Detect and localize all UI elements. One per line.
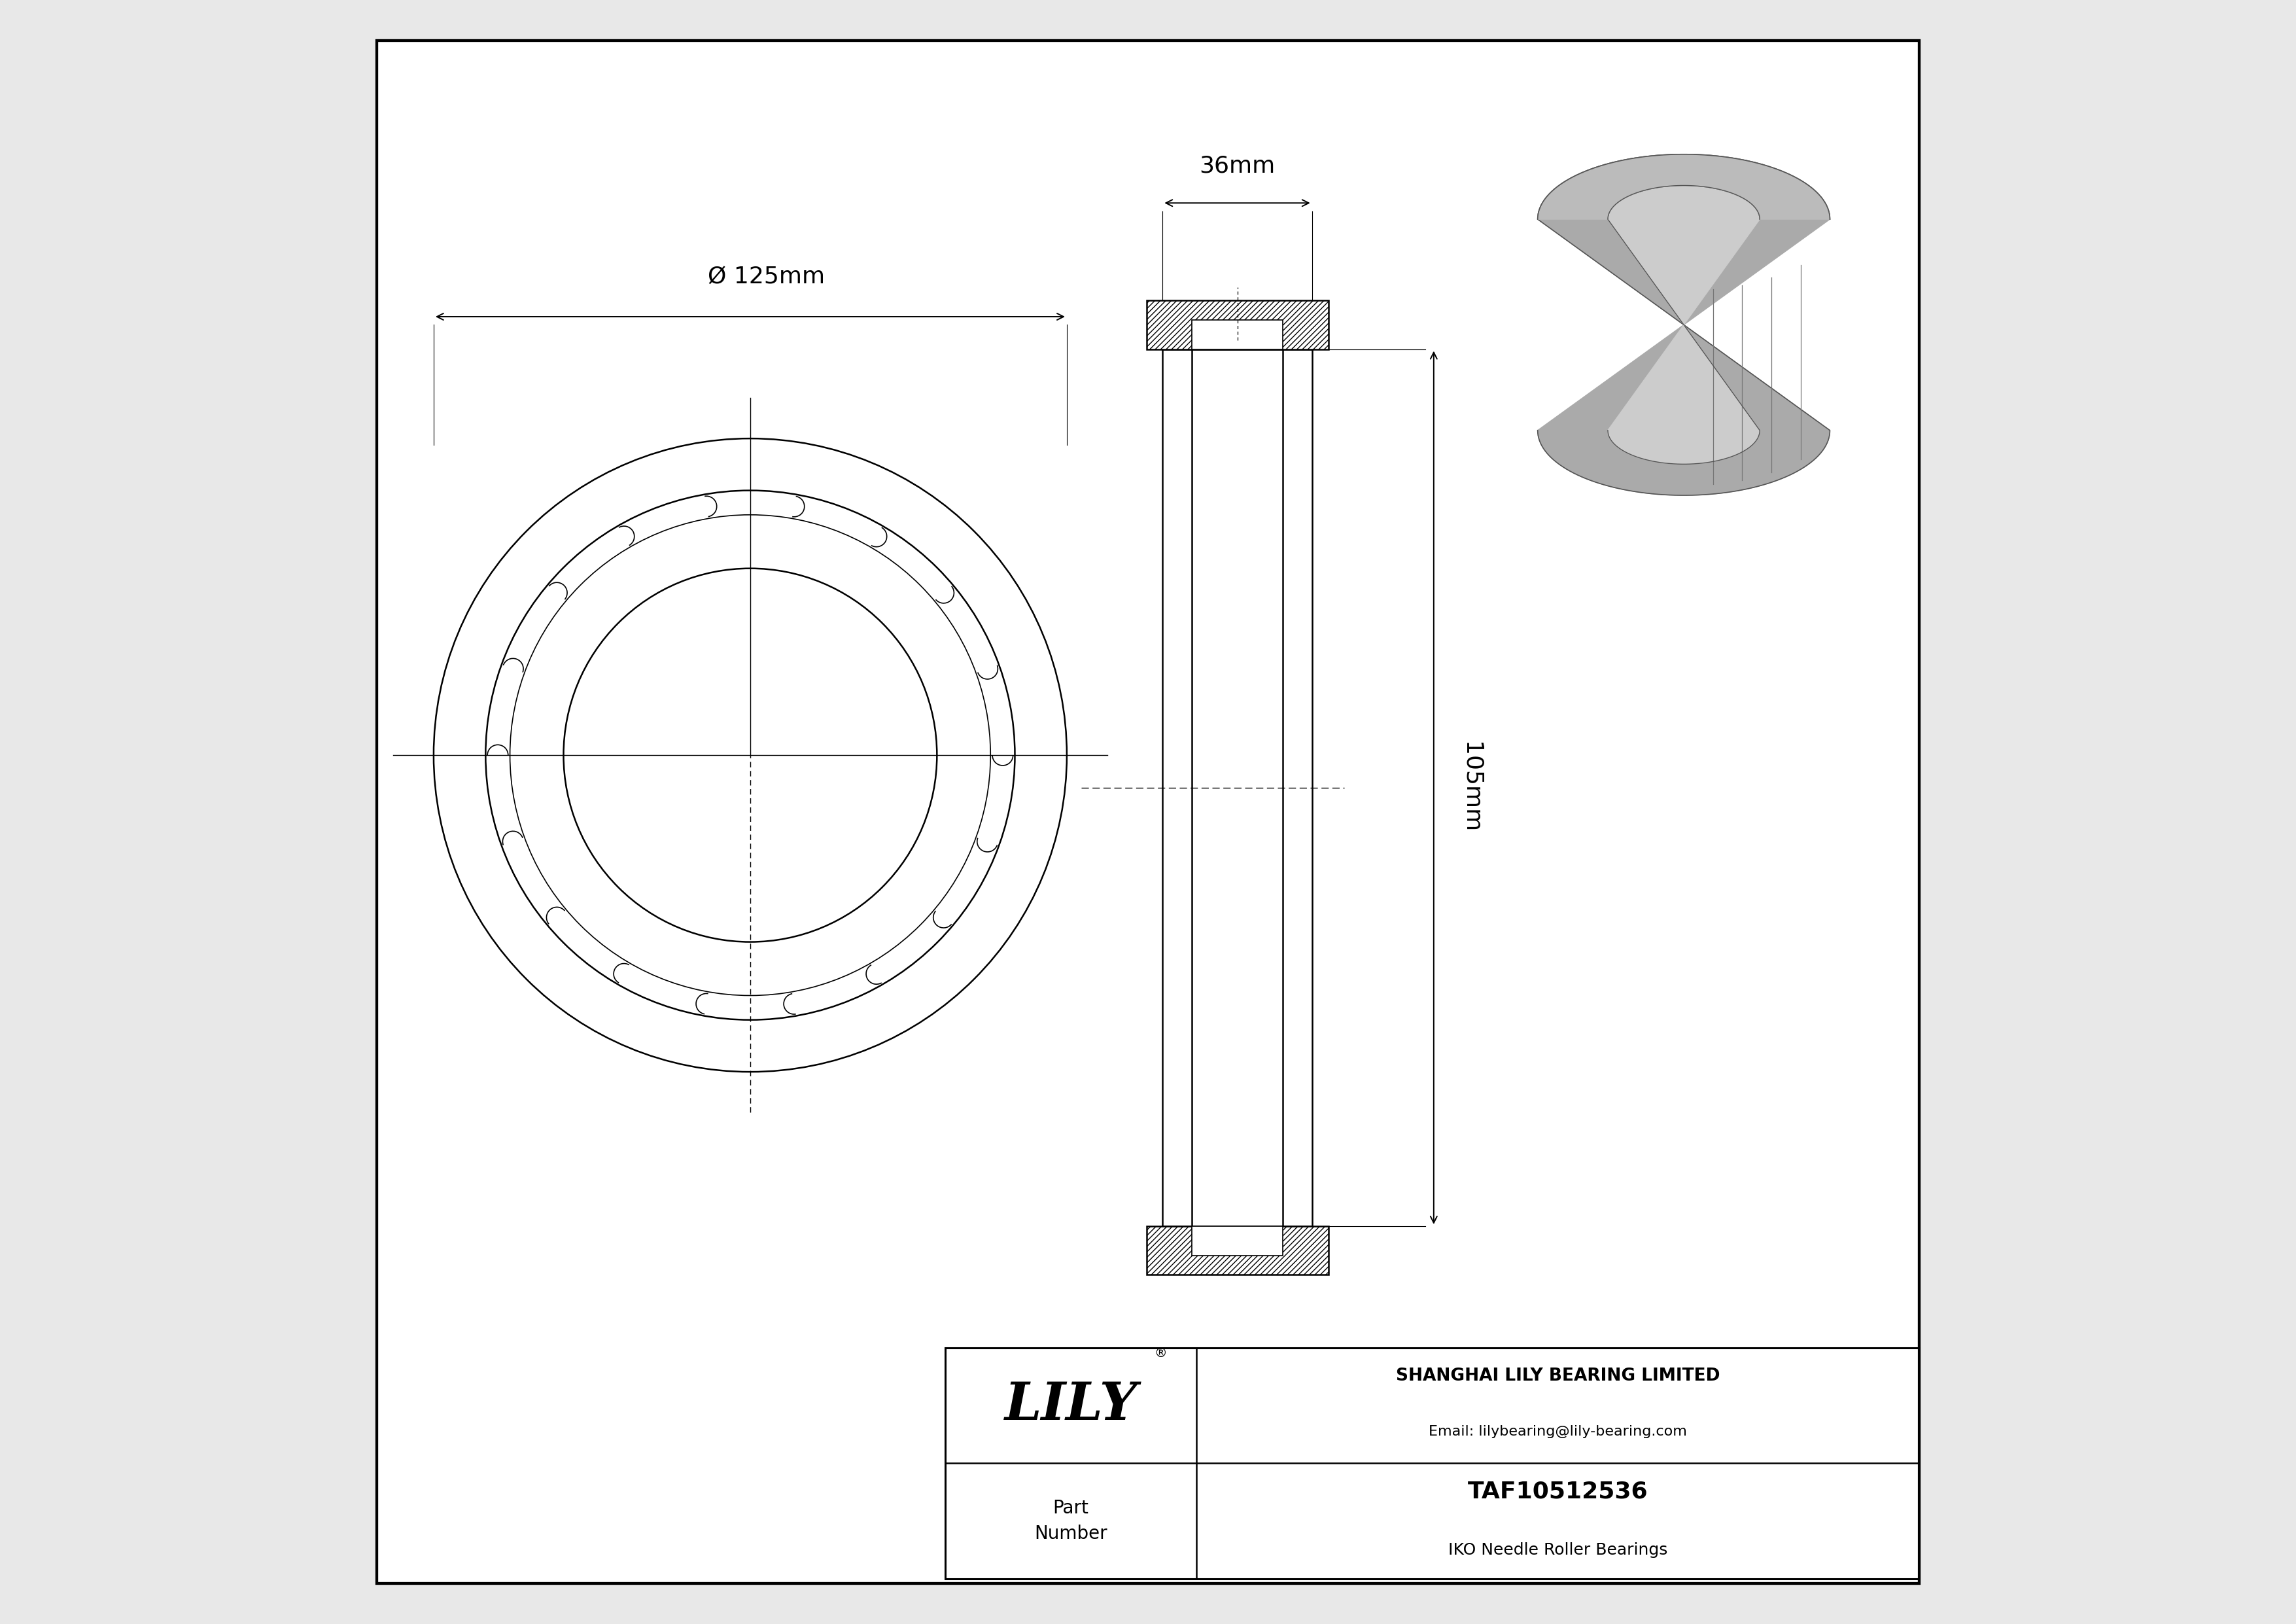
Bar	[1146, 1226, 1327, 1275]
Bar	[1146, 300, 1327, 349]
Text: 36mm: 36mm	[1199, 154, 1274, 177]
Text: LILY: LILY	[1003, 1380, 1137, 1431]
Text: IKO Needle Roller Bearings: IKO Needle Roller Bearings	[1449, 1543, 1667, 1557]
Text: 105mm: 105mm	[1460, 742, 1481, 833]
Text: Ø 125mm: Ø 125mm	[707, 265, 824, 287]
Text: Email: lilybearing@lily-bearing.com: Email: lilybearing@lily-bearing.com	[1428, 1424, 1688, 1439]
Polygon shape	[1538, 154, 1830, 495]
Polygon shape	[1538, 154, 1830, 219]
Text: TAF10512536: TAF10512536	[1467, 1481, 1649, 1502]
Bar	[1192, 320, 1283, 349]
Bar	[1146, 1226, 1327, 1275]
Text: ®: ®	[1155, 1348, 1166, 1359]
Bar	[1146, 300, 1327, 349]
Text: Part
Number: Part Number	[1035, 1499, 1107, 1543]
Text: SHANGHAI LILY BEARING LIMITED: SHANGHAI LILY BEARING LIMITED	[1396, 1367, 1720, 1385]
Bar	[946, 1348, 1919, 1579]
Polygon shape	[1607, 185, 1759, 464]
Bar	[1192, 1226, 1283, 1255]
